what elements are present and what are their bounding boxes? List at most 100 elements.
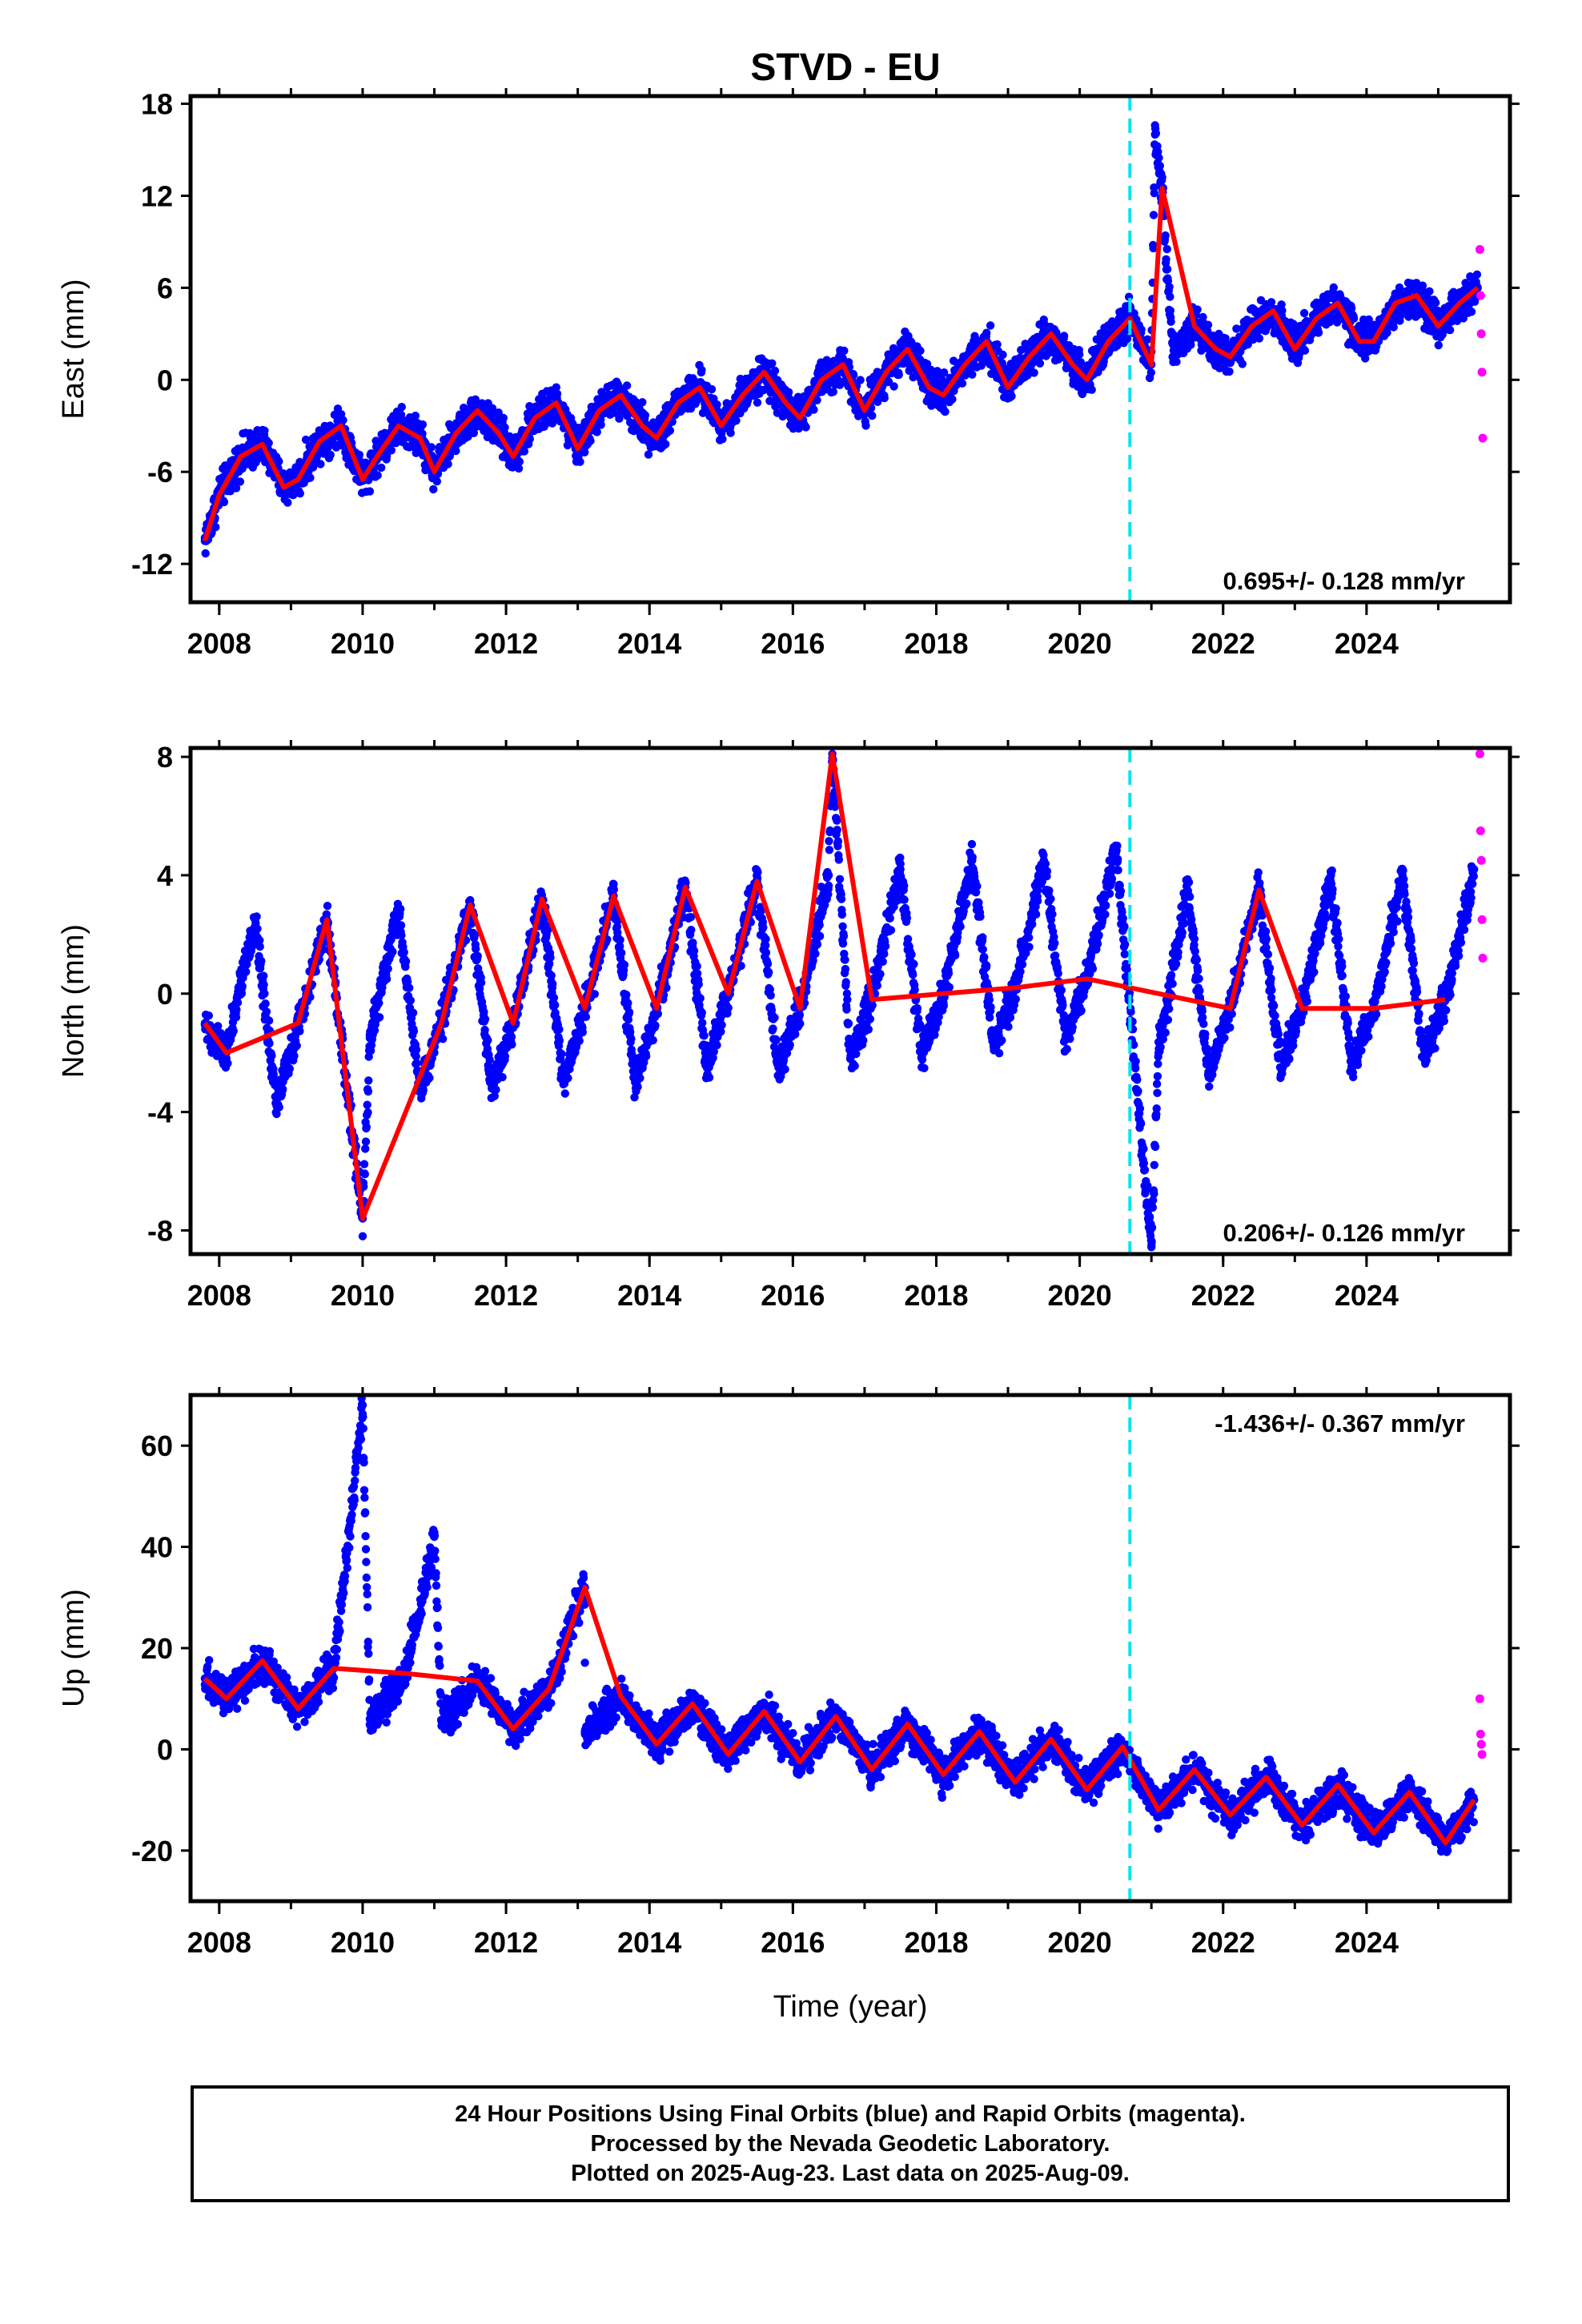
final-orbit-point — [283, 498, 292, 507]
final-orbit-point — [829, 388, 838, 396]
final-orbit-point — [1075, 350, 1084, 359]
final-orbit-point — [408, 1008, 418, 1017]
final-orbit-point — [363, 1100, 371, 1109]
final-orbit-point — [661, 440, 670, 448]
final-orbit-point — [204, 1011, 213, 1020]
final-orbit-point — [868, 411, 877, 420]
final-orbit-point — [753, 398, 762, 407]
final-orbit-point — [1113, 341, 1122, 350]
rapid-orbit-point — [1476, 329, 1486, 339]
final-orbit-point — [242, 967, 251, 976]
final-orbit-point — [472, 944, 480, 954]
final-orbit-point — [363, 1087, 373, 1096]
final-orbit-point — [411, 412, 420, 420]
final-orbit-point — [1299, 308, 1309, 318]
final-orbit-point — [262, 1007, 271, 1016]
final-orbit-point — [770, 366, 780, 376]
final-orbit-point — [1162, 244, 1171, 254]
final-orbit-point — [941, 407, 950, 416]
final-orbit-point — [548, 419, 557, 428]
final-orbit-point — [615, 414, 624, 423]
final-orbit-point — [1361, 354, 1370, 363]
x-tick-label: 2020 — [1048, 627, 1112, 660]
final-orbit-point — [880, 393, 889, 403]
data-layer — [200, 121, 1488, 558]
final-orbit-point — [1143, 335, 1152, 344]
final-orbit-point — [359, 1182, 368, 1192]
final-orbit-point — [412, 1059, 421, 1068]
final-orbit-point — [387, 446, 396, 455]
final-orbit-point — [229, 1027, 238, 1035]
final-orbit-point — [1035, 359, 1045, 368]
final-orbit-point — [1146, 368, 1156, 377]
final-orbit-point — [1149, 211, 1158, 219]
final-orbit-point — [405, 983, 414, 992]
final-orbit-point — [1150, 130, 1159, 139]
final-orbit-point — [580, 448, 589, 456]
final-orbit-point — [977, 361, 986, 370]
final-orbit-point — [665, 426, 675, 435]
final-orbit-point — [267, 1051, 276, 1060]
final-orbit-point — [1329, 283, 1339, 292]
final-orbit-point — [359, 1160, 369, 1168]
final-orbit-point — [948, 395, 957, 404]
final-orbit-point — [499, 413, 508, 423]
final-orbit-point — [697, 365, 706, 375]
final-orbit-point — [383, 964, 392, 973]
final-orbit-point — [1278, 306, 1287, 316]
final-orbit-point — [856, 376, 865, 384]
final-orbit-point — [840, 346, 849, 356]
final-orbit-point — [279, 1084, 287, 1094]
final-orbit-point — [514, 464, 524, 473]
final-orbit-point — [476, 978, 486, 987]
final-orbit-point — [323, 902, 332, 911]
final-orbit-point — [396, 921, 406, 930]
final-orbit-point — [427, 443, 436, 452]
final-orbit-point — [552, 383, 560, 392]
final-orbit-point — [255, 936, 264, 945]
final-orbit-point — [1255, 334, 1264, 343]
final-orbit-point — [432, 476, 441, 486]
final-orbit-point — [1155, 161, 1165, 171]
final-orbit-point — [1122, 334, 1132, 344]
final-orbit-point — [470, 931, 480, 939]
final-orbit-point — [1030, 368, 1038, 377]
final-orbit-point — [1467, 308, 1476, 316]
final-orbit-point — [1154, 153, 1163, 163]
final-orbit-point — [260, 426, 269, 435]
final-orbit-point — [520, 447, 529, 456]
final-orbit-point — [926, 365, 935, 374]
final-orbit-point — [429, 485, 438, 494]
final-orbit-point — [809, 405, 818, 414]
final-orbit-point — [813, 396, 821, 404]
final-orbit-point — [940, 368, 949, 377]
final-orbit-point — [986, 321, 995, 330]
final-orbit-point — [1203, 327, 1212, 336]
final-orbit-point — [1162, 255, 1170, 263]
data-layer — [200, 749, 1488, 1252]
final-orbit-point — [275, 457, 283, 466]
final-orbit-point — [1277, 300, 1286, 309]
final-orbit-point — [1168, 352, 1178, 361]
final-orbit-point — [1459, 314, 1468, 323]
final-orbit-point — [958, 379, 967, 388]
x-tick-label: 2024 — [1335, 627, 1399, 660]
y-tick-label: -12 — [131, 548, 173, 581]
final-orbit-point — [265, 1039, 274, 1048]
final-orbit-point — [1165, 283, 1174, 292]
x-tick-label: 2012 — [474, 627, 538, 660]
final-orbit-point — [235, 477, 245, 486]
final-orbit-point — [552, 389, 562, 398]
final-orbit-point — [1023, 371, 1032, 380]
final-orbit-point — [1166, 292, 1174, 301]
final-orbit-point — [525, 435, 534, 444]
final-orbit-point — [425, 1073, 434, 1083]
final-orbit-point — [295, 489, 304, 498]
final-orbit-point — [1347, 304, 1356, 313]
final-orbit-point — [1017, 345, 1026, 355]
final-orbit-point — [485, 1055, 494, 1064]
final-orbit-point — [316, 460, 325, 468]
final-orbit-point — [370, 1026, 379, 1035]
